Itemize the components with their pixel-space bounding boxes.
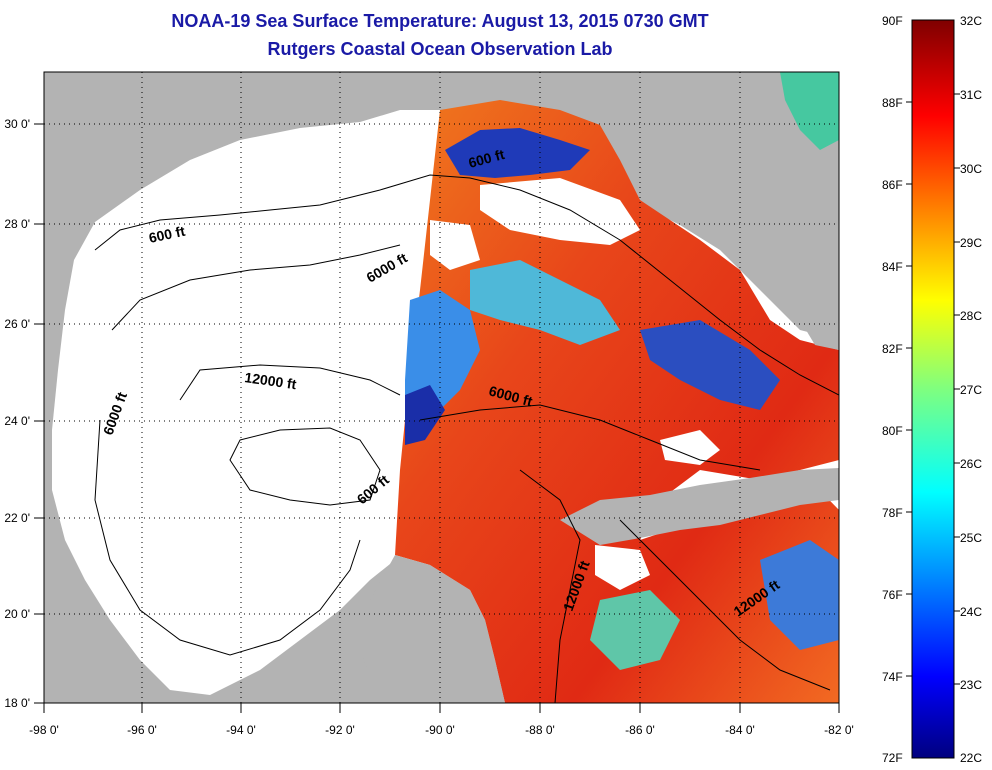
cool-patch-east bbox=[640, 320, 780, 410]
colorbar-celsius-labels: 32C 31C 30C 29C 28C 27C 26C 25C 24C 23C … bbox=[960, 14, 982, 765]
bathymetry-contours bbox=[94, 174, 839, 703]
sst-swath bbox=[395, 100, 839, 703]
cool-patch-south bbox=[590, 590, 680, 670]
colorbar-ticks bbox=[906, 93, 960, 685]
florida-keys-water bbox=[780, 72, 839, 150]
cbar-f-label: 90F bbox=[882, 14, 903, 28]
lat-label: 26 0' bbox=[4, 317, 30, 331]
lat-label: 20 0' bbox=[4, 607, 30, 621]
lat-label: 22 0' bbox=[4, 511, 30, 525]
lon-label: -94 0' bbox=[226, 723, 256, 737]
cbar-c-label: 22C bbox=[960, 751, 982, 765]
cbar-c-label: 31C bbox=[960, 88, 982, 102]
map-title: NOAA-19 Sea Surface Temperature: August … bbox=[171, 11, 709, 31]
cbar-f-label: 88F bbox=[882, 96, 903, 110]
map-frame bbox=[43, 71, 840, 704]
cbar-c-label: 32C bbox=[960, 14, 982, 28]
map-area: 600 ft 6000 ft 12000 ft 6000 ft 6000 ft … bbox=[44, 72, 839, 703]
cbar-f-label: 74F bbox=[882, 670, 903, 684]
cool-patch-north bbox=[445, 128, 590, 178]
cloud-patch-3 bbox=[660, 430, 720, 465]
cloud-patch-4 bbox=[595, 545, 650, 590]
colorbar bbox=[911, 19, 955, 759]
cbar-f-label: 86F bbox=[882, 178, 903, 192]
latitude-labels: 30 0' 28 0' 26 0' 24 0' 22 0' 20 0' 18 0… bbox=[4, 117, 30, 710]
cool-patch-southeast bbox=[760, 540, 839, 650]
cbar-c-label: 30C bbox=[960, 162, 982, 176]
cbar-c-label: 23C bbox=[960, 678, 982, 692]
colorbar-fahrenheit-labels: 90F 88F 86F 84F 82F 80F 78F 76F 74F 72F bbox=[882, 14, 903, 765]
cbar-f-label: 82F bbox=[882, 342, 903, 356]
cbar-f-label: 84F bbox=[882, 260, 903, 274]
cool-patch-mid bbox=[470, 260, 620, 345]
cbar-f-label: 80F bbox=[882, 424, 903, 438]
cbar-c-label: 28C bbox=[960, 309, 982, 323]
lon-label: -88 0' bbox=[525, 723, 555, 737]
frame-ticks bbox=[34, 123, 840, 713]
cbar-f-label: 78F bbox=[882, 506, 903, 520]
cbar-f-label: 72F bbox=[882, 751, 903, 765]
lon-label: -96 0' bbox=[127, 723, 157, 737]
lat-label: 30 0' bbox=[4, 117, 30, 131]
cbar-c-label: 25C bbox=[960, 531, 982, 545]
cbar-c-label: 29C bbox=[960, 236, 982, 250]
lat-label: 28 0' bbox=[4, 217, 30, 231]
lat-label: 24 0' bbox=[4, 414, 30, 428]
lon-label: -90 0' bbox=[425, 723, 455, 737]
cbar-c-label: 27C bbox=[960, 383, 982, 397]
yucatan-land bbox=[360, 555, 505, 703]
longitude-labels: -98 0' -96 0' -94 0' -92 0' -90 0' -88 0… bbox=[29, 723, 854, 737]
cool-patch-west-dark bbox=[405, 385, 445, 445]
graticule bbox=[44, 72, 839, 703]
cloud-patch-2 bbox=[430, 220, 480, 270]
contour-label-600ft-north: 600 ft bbox=[147, 223, 186, 246]
cuba-land bbox=[560, 468, 839, 545]
lat-label: 18 0' bbox=[4, 696, 30, 710]
lon-label: -84 0' bbox=[725, 723, 755, 737]
cbar-c-label: 26C bbox=[960, 457, 982, 471]
lon-label: -86 0' bbox=[625, 723, 655, 737]
contour-label-12000ft-west: 12000 ft bbox=[244, 369, 298, 392]
cbar-f-label: 76F bbox=[882, 588, 903, 602]
lon-label: -92 0' bbox=[325, 723, 355, 737]
cbar-c-label: 24C bbox=[960, 605, 982, 619]
lon-label: -82 0' bbox=[824, 723, 854, 737]
lon-label: -98 0' bbox=[29, 723, 59, 737]
map-subtitle: Rutgers Coastal Ocean Observation Lab bbox=[267, 39, 613, 59]
